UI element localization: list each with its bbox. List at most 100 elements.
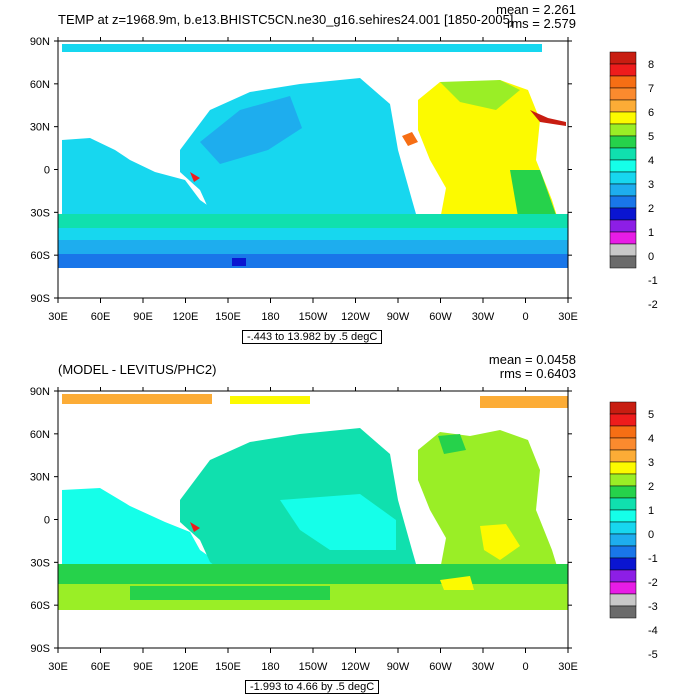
map-field: [58, 391, 568, 648]
colorbar-swatch: [609, 207, 637, 221]
lon-label: 180: [261, 311, 279, 323]
map-field: [58, 41, 568, 298]
colorbar-swatch: [609, 425, 637, 439]
contour-range-label: -1.993 to 4.66 by .5 degC: [245, 680, 380, 694]
axis-ticks: 90N 60N 30N 0 30S 60S 90S 30E 60E 90E 120E 150E 180 1…: [30, 386, 578, 673]
mean-value: mean = 2.261: [496, 2, 576, 17]
colorbar-swatch: [609, 99, 637, 113]
lat-label: 30S: [30, 207, 50, 219]
colorbar-label: 5: [648, 409, 654, 421]
rms-value: rms = 2.579: [506, 16, 576, 31]
lon-label: 180: [261, 661, 279, 673]
colorbar-label: 0: [648, 251, 654, 263]
colorbar-swatch: [609, 255, 637, 269]
colorbar-label: 1: [648, 227, 654, 239]
colorbar-swatch: [609, 605, 637, 619]
colorbar-swatch: [609, 569, 637, 583]
lon-label: 30E: [558, 311, 578, 323]
lat-label: 60S: [30, 600, 50, 612]
lon-label: 150E: [215, 661, 241, 673]
colorbar-swatch: [609, 51, 637, 65]
lat-label: 90N: [30, 36, 50, 48]
colorbar-swatch: [609, 123, 637, 137]
axis-ticks: 90N 60N 30N 0 30S 60S 90S 30E 60E 90E 120E 150E 180 1…: [30, 36, 578, 323]
colorbar-swatch: [609, 111, 637, 125]
colorbar-swatch: [609, 413, 637, 427]
lat-label: 90S: [30, 643, 50, 655]
panel-title: TEMP at z=1968.9m, b.e13.BHISTC5CN.ne30_…: [58, 12, 514, 27]
lon-label: 30E: [558, 661, 578, 673]
colorbar: 5 4 3 2 1 0 -1 -2 -3 -4 -5: [609, 401, 658, 661]
colorbar-swatch: [609, 183, 637, 197]
lon-label: 120E: [173, 311, 199, 323]
lon-label: 120W: [341, 311, 370, 323]
colorbar-swatch: [609, 497, 637, 511]
lon-label: 30E: [48, 311, 68, 323]
lon-label: 60E: [91, 311, 111, 323]
colorbar-label: 5: [648, 131, 654, 143]
lon-label: 120W: [341, 661, 370, 673]
colorbar-label: 0: [648, 529, 654, 541]
mean-value: mean = 0.0458: [488, 352, 576, 367]
lon-label: 150W: [299, 311, 328, 323]
colorbar-swatch: [609, 521, 637, 535]
lon-label: 0: [522, 311, 528, 323]
lon-label: 150W: [299, 661, 328, 673]
lat-label: 90S: [30, 293, 50, 305]
panel-model-temp: TEMP at z=1968.9m, b.e13.BHISTC5CN.ne30_…: [30, 2, 658, 344]
colorbar-label: 2: [648, 481, 654, 493]
colorbar-swatch: [609, 147, 637, 161]
lon-label: 30W: [472, 311, 495, 323]
colorbar-swatch: [609, 243, 637, 257]
colorbar-swatch: [609, 509, 637, 523]
colorbar-swatch: [609, 557, 637, 571]
colorbar-label: 4: [648, 155, 654, 167]
colorbar-swatch: [609, 159, 637, 173]
colorbar-swatch: [609, 485, 637, 499]
lat-label: 60S: [30, 250, 50, 262]
colorbar-label: 3: [648, 457, 654, 469]
colorbar-label: 6: [648, 107, 654, 119]
colorbar-swatch: [609, 401, 637, 415]
panel-model-minus-levitus: (MODEL - LEVITUS/PHC2) mean = 0.0458 rms…: [0, 350, 700, 700]
colorbar-swatch: [609, 449, 637, 463]
colorbar-swatch: [609, 87, 637, 101]
colorbar-swatch: [609, 231, 637, 245]
colorbar-swatch: [609, 63, 637, 77]
colorbar-label: 1: [648, 505, 654, 517]
lat-label: 30N: [30, 472, 50, 484]
colorbar-swatch: [609, 545, 637, 559]
colorbar-label: 7: [648, 83, 654, 95]
colorbar-label: -2: [648, 577, 658, 589]
colorbar-swatch: [609, 219, 637, 233]
lon-label: 0: [522, 661, 528, 673]
lat-label: 0: [44, 515, 50, 527]
lon-label: 60W: [429, 661, 452, 673]
lon-label: 30W: [472, 661, 495, 673]
colorbar-swatch: [609, 171, 637, 185]
contour-range-label: -.443 to 13.982 by .5 degC: [242, 330, 383, 344]
colorbar-swatch: [609, 75, 637, 89]
lon-label: 90W: [387, 661, 410, 673]
colorbar-swatch: [609, 135, 637, 149]
lon-label: 60W: [429, 311, 452, 323]
colorbar-label: -1: [648, 553, 658, 565]
lat-label: 60N: [30, 429, 50, 441]
colorbar-label: -1: [648, 275, 658, 287]
lon-label: 90E: [133, 311, 153, 323]
colorbar-label: -3: [648, 601, 658, 613]
colorbar-label: 4: [648, 433, 654, 445]
colorbar-label: -5: [648, 649, 658, 661]
colorbar-swatch: [609, 473, 637, 487]
colorbar-label: 3: [648, 179, 654, 191]
colorbar-label: -4: [648, 625, 658, 637]
colorbar: 8 7 6 5 4 3 2 1 0 -1 -2: [609, 51, 658, 311]
lat-label: 60N: [30, 79, 50, 91]
colorbar-swatch: [609, 195, 637, 209]
lon-label: 90E: [133, 661, 153, 673]
colorbar-swatch: [609, 461, 637, 475]
colorbar-label: -2: [648, 299, 658, 311]
lat-label: 30S: [30, 557, 50, 569]
